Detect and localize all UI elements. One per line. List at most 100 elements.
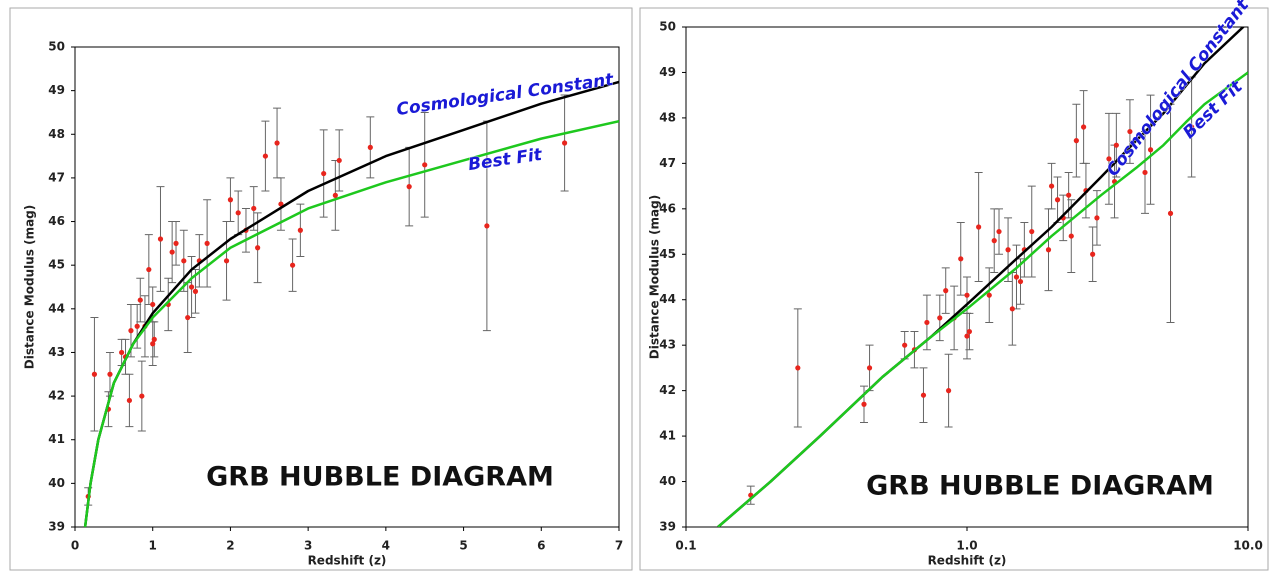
data-point bbox=[119, 349, 125, 356]
data-point bbox=[139, 393, 145, 399]
data-point bbox=[958, 256, 964, 262]
y-tick-label: 45 bbox=[48, 258, 65, 272]
data-point bbox=[406, 184, 412, 190]
x-tick-label: 6 bbox=[537, 539, 545, 553]
data-point bbox=[1017, 278, 1024, 285]
data-point bbox=[1189, 124, 1195, 130]
data-point bbox=[937, 315, 943, 321]
data-point bbox=[1054, 197, 1061, 203]
y-tick-label: 46 bbox=[659, 201, 676, 215]
data-point bbox=[943, 288, 949, 294]
y-tick-label: 44 bbox=[659, 292, 676, 306]
data-point bbox=[1048, 183, 1055, 189]
data-point bbox=[1167, 210, 1174, 216]
y-tick-label: 42 bbox=[48, 389, 65, 403]
y-tick-label: 47 bbox=[48, 170, 65, 184]
data-point bbox=[1045, 247, 1052, 253]
data-point bbox=[134, 323, 140, 329]
data-point bbox=[321, 170, 327, 177]
data-point bbox=[367, 144, 373, 150]
y-axis-label: Distance Modulus (mag) bbox=[23, 205, 37, 369]
data-point bbox=[137, 297, 143, 303]
y-tick-label: 45 bbox=[659, 247, 676, 261]
fit-curve bbox=[717, 71, 1248, 527]
y-tick-label: 43 bbox=[48, 345, 65, 359]
data-point bbox=[991, 238, 997, 244]
data-point bbox=[795, 365, 801, 371]
data-point bbox=[91, 371, 98, 377]
y-tick-label: 39 bbox=[659, 520, 676, 534]
data-point bbox=[562, 140, 568, 146]
data-point bbox=[945, 388, 952, 394]
data-point bbox=[255, 245, 261, 251]
data-point bbox=[204, 240, 210, 246]
data-point bbox=[1066, 192, 1072, 198]
data-point bbox=[150, 301, 156, 308]
data-point bbox=[262, 153, 268, 159]
data-point bbox=[274, 140, 280, 146]
y-axis-label: Distance Modulus (mag) bbox=[648, 195, 662, 359]
plot-content bbox=[717, 27, 1248, 527]
data-point bbox=[902, 342, 908, 348]
data-point bbox=[924, 319, 930, 326]
y-tick-label: 50 bbox=[48, 40, 65, 54]
y-tick-label: 44 bbox=[48, 301, 65, 315]
y-tick-label: 49 bbox=[48, 83, 65, 97]
data-point bbox=[1068, 233, 1074, 239]
plot-content bbox=[83, 80, 619, 527]
data-point bbox=[1005, 247, 1011, 253]
data-point bbox=[484, 223, 490, 229]
data-point bbox=[920, 392, 927, 398]
data-point bbox=[1113, 142, 1119, 148]
data-point bbox=[297, 227, 303, 233]
x-tick-label: 7 bbox=[615, 539, 623, 553]
y-tick-label: 40 bbox=[659, 474, 676, 488]
data-point bbox=[1009, 306, 1015, 312]
x-tick-label: 4 bbox=[382, 539, 390, 553]
data-point bbox=[169, 249, 175, 255]
data-point bbox=[251, 205, 257, 212]
y-tick-label: 46 bbox=[48, 214, 65, 228]
x-tick-label: 1 bbox=[149, 539, 157, 553]
panel-frame bbox=[639, 7, 1269, 571]
data-point bbox=[227, 197, 234, 203]
data-point bbox=[185, 314, 191, 321]
x-tick-label: 10.0 bbox=[1233, 539, 1263, 553]
x-tick-label: 3 bbox=[304, 539, 312, 553]
data-point bbox=[1081, 124, 1087, 130]
x-tick-label: 2 bbox=[226, 539, 234, 553]
data-point bbox=[861, 401, 867, 407]
data-point bbox=[146, 266, 152, 273]
x-tick-label: 5 bbox=[459, 539, 467, 553]
data-point bbox=[332, 192, 338, 198]
plot-area bbox=[74, 46, 620, 528]
data-point bbox=[1142, 169, 1148, 176]
x-tick-label: 0 bbox=[71, 539, 79, 553]
data-point bbox=[422, 162, 428, 168]
data-point bbox=[1090, 251, 1096, 257]
y-tick-label: 42 bbox=[659, 383, 676, 397]
data-point bbox=[126, 397, 132, 404]
data-point bbox=[1094, 215, 1100, 221]
data-point bbox=[1106, 156, 1112, 162]
data-point bbox=[192, 288, 199, 294]
x-tick-label: 0.1 bbox=[675, 539, 696, 553]
data-point bbox=[986, 292, 992, 298]
y-tick-label: 43 bbox=[659, 338, 676, 352]
data-point bbox=[1147, 147, 1154, 153]
data-point bbox=[107, 371, 113, 377]
y-tick-label: 48 bbox=[48, 127, 65, 141]
data-point bbox=[181, 258, 187, 264]
y-tick-label: 47 bbox=[659, 156, 676, 170]
y-tick-label: 49 bbox=[659, 65, 676, 79]
data-point bbox=[336, 157, 342, 164]
panel-frame bbox=[9, 7, 633, 571]
data-point bbox=[1127, 128, 1133, 135]
data-point bbox=[128, 328, 134, 334]
data-point bbox=[173, 240, 179, 246]
data-point bbox=[964, 333, 970, 339]
data-point bbox=[966, 328, 973, 335]
data-point bbox=[278, 201, 284, 207]
